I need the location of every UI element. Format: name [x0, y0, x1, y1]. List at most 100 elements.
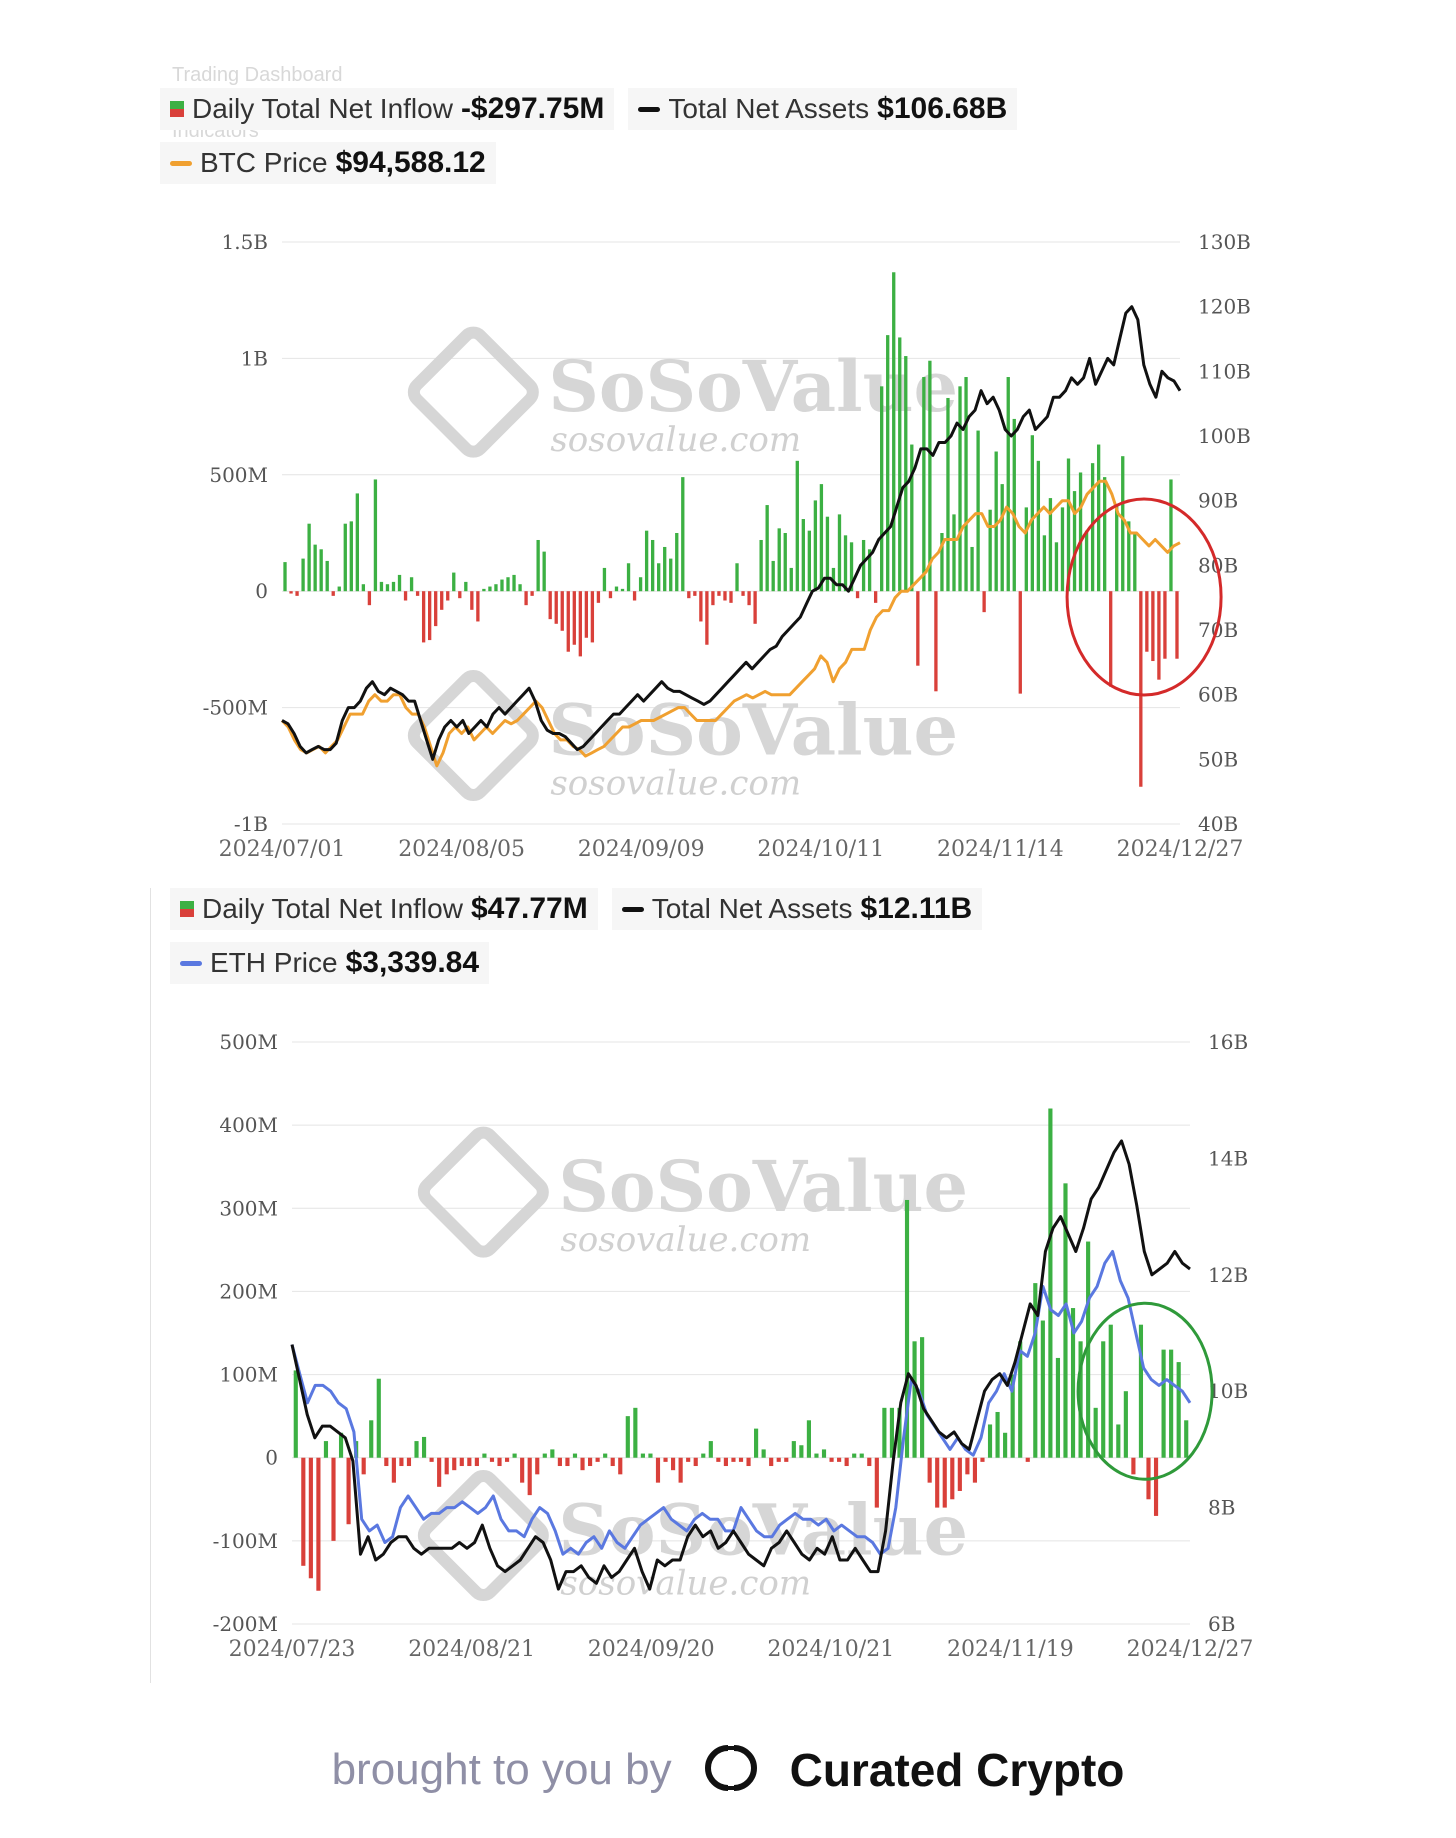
inflow-bar: [873, 591, 878, 603]
left-axis-tick-label: -200M: [213, 1612, 278, 1636]
inflow-bar: [403, 591, 408, 601]
btc-legend-row-2: BTC Price $94,588.12: [160, 142, 496, 184]
inflow-bar: [1131, 1457, 1136, 1475]
inflow-bar: [429, 1457, 434, 1462]
inflow-bar: [313, 544, 317, 592]
btc-assets-value: $106.68B: [877, 92, 1008, 125]
inflow-bar: [524, 591, 528, 606]
inflow-bar: [708, 1441, 713, 1458]
inflow-bar: [610, 1457, 615, 1467]
x-axis-tick-label: 2024/09/09: [578, 837, 705, 862]
inflow-bar: [512, 1453, 517, 1458]
inflow-bar: [414, 1441, 419, 1458]
inflow-bar: [1084, 530, 1089, 592]
inflow-bar: [1070, 1308, 1076, 1458]
right-axis-tick-label: 50B: [1198, 747, 1238, 771]
inflow-bar: [1010, 1374, 1015, 1458]
total-net-assets-line: [290, 1139, 1191, 1591]
watermark-brand: SoSoValue: [548, 689, 958, 772]
inflow-bar: [806, 1420, 811, 1458]
inflow-bar: [331, 591, 335, 596]
inflow-bar: [655, 1457, 661, 1483]
btc-assets-label: Total Net Assets: [668, 93, 870, 124]
inflow-bar: [307, 523, 311, 592]
inflow-bar: [741, 591, 745, 596]
btc-inflow-label: Daily Total Net Inflow: [192, 93, 453, 124]
inflow-bar: [1036, 460, 1041, 592]
inflow-bar: [867, 549, 872, 592]
inflow-bar: [783, 533, 787, 592]
watermark-url: sosovalue.com: [550, 764, 801, 804]
inflow-bar: [976, 430, 980, 592]
inflow-bar: [1153, 1457, 1159, 1516]
ghost-header: Trading Dashboard: [172, 64, 343, 86]
left-axis-tick-label: 1B: [241, 346, 268, 370]
inflow-bar: [1006, 377, 1010, 592]
eth-price-swatch-icon: [180, 960, 202, 966]
inflow-bar: [446, 591, 450, 601]
assets-line-swatch-icon: [621, 906, 644, 912]
eth-legend-price[interactable]: ETH Price $3,339.84: [170, 942, 490, 984]
inflow-bar: [385, 584, 390, 592]
inflow-bar: [1030, 435, 1034, 592]
btc-legend-price[interactable]: BTC Price $94,588.12: [160, 142, 496, 184]
left-axis-tick-label: 500M: [209, 463, 268, 487]
inflow-bar: [801, 519, 805, 592]
inflow-bar: [1066, 458, 1071, 592]
inflow-bar: [391, 1457, 396, 1483]
btc-legend-inflow[interactable]: Daily Total Net Inflow -$297.75M: [160, 88, 615, 130]
left-axis-tick-label: 400M: [219, 1113, 278, 1137]
footer: brought to you by Curated Crypto: [0, 1730, 1456, 1810]
btc-legend-assets[interactable]: Total Net Assets $106.68B: [628, 88, 1018, 130]
inflow-bar: [331, 1457, 336, 1541]
inflow-bar: [965, 1457, 970, 1475]
inflow-bar: [452, 1457, 457, 1471]
inflow-bar: [705, 591, 709, 645]
inflow-bar: [729, 591, 733, 603]
watermark-url: sosovalue.com: [560, 1220, 811, 1260]
inflow-bar: [1000, 484, 1004, 592]
inflow-bar: [738, 1457, 744, 1462]
inflow-bar: [293, 1370, 298, 1458]
inflow-bar: [566, 591, 570, 652]
inflow-bar: [319, 549, 323, 592]
inflow-bar: [1127, 521, 1131, 592]
inflow-bar: [776, 1457, 781, 1462]
inflow-bar: [687, 591, 691, 599]
inflow-bar: [859, 1453, 864, 1458]
eth-legend-inflow[interactable]: Daily Total Net Inflow $47.77M: [170, 888, 598, 930]
inflow-bar: [940, 533, 944, 592]
inflow-bar: [464, 581, 468, 592]
left-axis-tick-label: -100M: [213, 1529, 278, 1553]
watermark-brand: SoSoValue: [558, 1489, 968, 1572]
inflow-bar: [633, 1407, 638, 1458]
watermark-logo-icon: [407, 670, 539, 802]
price-line: [290, 1250, 1192, 1556]
eth-legend-assets[interactable]: Total Net Assets $12.11B: [611, 888, 983, 930]
right-axis-tick-label: 130B: [1198, 230, 1251, 254]
inflow-bar: [935, 1457, 940, 1508]
right-axis-tick-label: 110B: [1198, 359, 1251, 383]
inflow-bar: [1024, 507, 1028, 592]
inflow-bar: [489, 1457, 495, 1462]
x-axis-tick-label: 2024/08/21: [408, 1637, 535, 1662]
inflow-bar: [437, 1457, 442, 1487]
inflow-bar: [754, 1428, 759, 1458]
inflow-bar: [542, 551, 546, 592]
footer-by-text: brought to you by: [331, 1745, 672, 1794]
inflow-bar: [1157, 591, 1161, 680]
inflow-bar: [1078, 472, 1083, 592]
inflow-bar: [644, 530, 649, 592]
left-axis-tick-label: 100M: [219, 1363, 278, 1387]
inflow-bar: [693, 1457, 698, 1467]
eth-assets-label: Total Net Assets: [651, 893, 853, 924]
inflow-bar: [349, 521, 353, 592]
inflow-bar: [1042, 535, 1047, 592]
inflow-bar: [512, 574, 516, 592]
btc-price-label: BTC Price: [200, 147, 328, 178]
inflow-bar: [361, 584, 366, 592]
inflow-bar: [852, 1453, 857, 1458]
inflow-bar: [1121, 456, 1125, 592]
inflow-bar: [625, 1416, 630, 1458]
inflow-bar: [813, 500, 818, 592]
